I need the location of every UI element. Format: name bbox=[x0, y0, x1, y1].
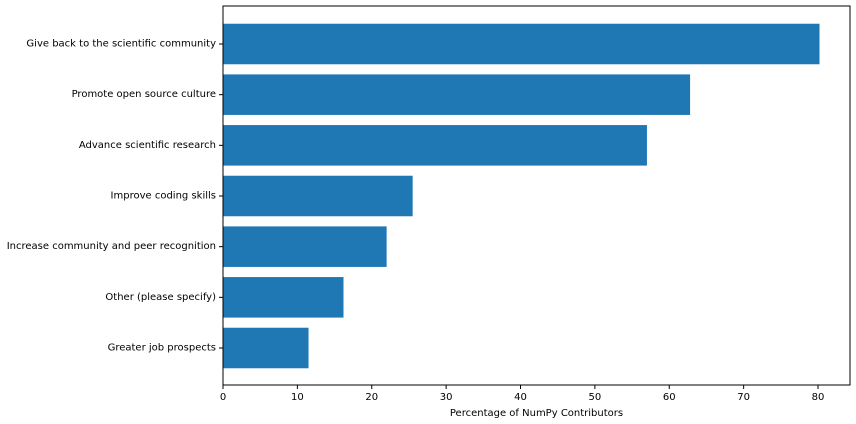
bar bbox=[223, 74, 691, 115]
category-label: Greater job prospects bbox=[108, 343, 216, 354]
x-tick-label: 60 bbox=[663, 392, 676, 403]
x-tick-label: 50 bbox=[589, 392, 602, 403]
category-label: Give back to the scientific community bbox=[26, 39, 216, 50]
bar bbox=[223, 23, 820, 65]
x-tick-label: 40 bbox=[514, 392, 527, 403]
x-tick-label: 0 bbox=[220, 392, 226, 403]
bars-group bbox=[223, 23, 820, 369]
category-label: Other (please specify) bbox=[105, 292, 216, 303]
x-tick-label: 30 bbox=[440, 392, 453, 403]
bar bbox=[223, 277, 344, 318]
category-label: Improve coding skills bbox=[111, 191, 216, 202]
x-axis-label: Percentage of NumPy Contributors bbox=[450, 408, 623, 419]
bar bbox=[223, 327, 309, 369]
category-label: Promote open source culture bbox=[72, 89, 216, 100]
category-label: Advance scientific research bbox=[79, 140, 216, 151]
x-tick-label: 20 bbox=[365, 392, 378, 403]
x-tick-label: 70 bbox=[737, 392, 750, 403]
category-labels-group: Give back to the scientific community Pro… bbox=[7, 39, 223, 354]
bar bbox=[223, 125, 647, 166]
x-tick-label: 80 bbox=[812, 392, 825, 403]
category-label: Increase community and peer recognition bbox=[7, 241, 216, 252]
plot-frame bbox=[222, 5, 851, 386]
x-ticks-group: 0 10 20 30 40 50 60 70 80 bbox=[220, 385, 825, 403]
x-tick-label: 10 bbox=[291, 392, 304, 403]
bar bbox=[223, 175, 413, 217]
bar bbox=[223, 226, 387, 267]
